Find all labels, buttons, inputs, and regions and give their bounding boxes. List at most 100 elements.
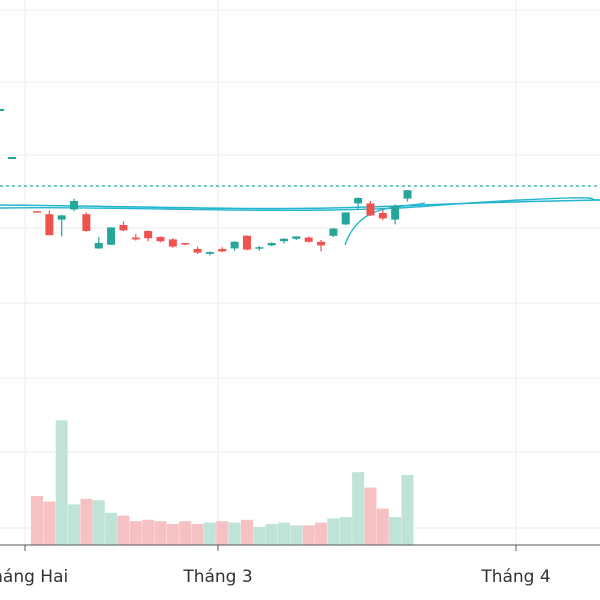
candle: [82, 212, 91, 232]
volume-bar: [129, 521, 142, 545]
candle-body: [119, 225, 128, 231]
candle-body: [156, 237, 165, 242]
volume-bar: [228, 522, 241, 545]
ma-line-short: [344, 202, 426, 246]
candle: [45, 210, 54, 236]
candle-body: [378, 213, 387, 219]
candle: [33, 211, 41, 213]
candle-body: [354, 198, 363, 204]
candle: [168, 238, 177, 248]
candle: [107, 227, 116, 245]
candle: [131, 234, 140, 241]
candle: [366, 201, 375, 216]
candle-body: [131, 237, 140, 240]
candle: [255, 246, 264, 251]
candle-body: [57, 215, 66, 220]
x-tick-label: Tháng Hai: [0, 567, 68, 587]
candle: [70, 198, 79, 212]
candle: [391, 204, 400, 225]
candle: [242, 235, 251, 251]
candle-body: [341, 212, 350, 225]
candle-body: [329, 228, 338, 236]
grid-lines: [0, 0, 600, 545]
candle: [230, 241, 239, 251]
volume-bars: [31, 420, 414, 545]
candle-body: [144, 231, 153, 239]
volume-bar: [401, 475, 414, 545]
volume-bar: [191, 524, 204, 545]
candle: [267, 242, 276, 246]
candle: [280, 238, 288, 244]
candle-body: [45, 214, 54, 236]
volume-bar: [352, 472, 365, 545]
candle: [378, 209, 387, 221]
volume-bar: [179, 521, 192, 545]
candle: [317, 240, 326, 252]
volume-bar: [43, 501, 56, 545]
candle-body: [218, 249, 227, 252]
candle-body: [366, 203, 375, 216]
candle: [144, 230, 153, 242]
candle: [156, 236, 165, 243]
candle: [205, 251, 214, 256]
candle-body: [205, 252, 214, 254]
volume-bar: [216, 521, 229, 545]
candle-body: [107, 227, 116, 245]
candle-body: [255, 247, 264, 249]
volume-bar: [92, 500, 105, 545]
candle-body: [403, 190, 412, 199]
volume-bar: [253, 526, 266, 545]
candle-body: [280, 238, 288, 242]
volume-bar: [68, 504, 81, 545]
candle: [341, 212, 350, 225]
candle: [304, 236, 313, 243]
candle-body: [181, 243, 190, 245]
candle-body: [33, 211, 41, 213]
volume-bar: [339, 517, 352, 545]
volume-bar: [302, 525, 315, 545]
candle-body: [82, 214, 91, 231]
volume-bar: [315, 522, 328, 545]
volume-bar: [203, 522, 216, 545]
ma-line-mid: [0, 197, 600, 212]
volume-bar: [290, 525, 303, 545]
candle: [193, 246, 202, 254]
candle: [329, 228, 338, 237]
x-axis: Tháng Hai Tháng 3 Tháng 4: [0, 544, 600, 587]
moving-average-lines: [0, 109, 600, 246]
volume-bar: [278, 522, 290, 545]
volume-bar: [154, 521, 167, 545]
volume-bar: [327, 518, 340, 545]
candle: [218, 247, 227, 252]
candle: [354, 197, 363, 210]
volume-bar: [31, 496, 43, 545]
volume-bar: [240, 519, 253, 545]
candle-body: [230, 241, 239, 249]
candle-body: [168, 239, 177, 247]
candle-body: [317, 241, 326, 246]
candles: [33, 190, 412, 256]
candle-body: [267, 243, 276, 246]
candle-body: [292, 236, 301, 239]
x-tick-label: Tháng 3: [182, 567, 252, 587]
volume-bar: [389, 517, 402, 545]
candle: [94, 237, 103, 249]
volume-bar: [376, 508, 389, 545]
candle: [292, 236, 301, 240]
volume-bar: [80, 498, 93, 545]
candle-body: [304, 237, 313, 242]
volume-bar: [55, 420, 68, 545]
candle: [181, 243, 190, 246]
volume-bar: [117, 515, 130, 545]
candle-body: [193, 249, 202, 253]
volume-bar: [166, 524, 179, 545]
candle: [403, 190, 412, 202]
candle-body: [391, 205, 400, 220]
candle-body: [70, 201, 79, 210]
volume-bar: [364, 487, 377, 545]
candle-body: [242, 235, 251, 250]
volume-bar: [265, 524, 278, 545]
volume-bar: [142, 519, 155, 545]
